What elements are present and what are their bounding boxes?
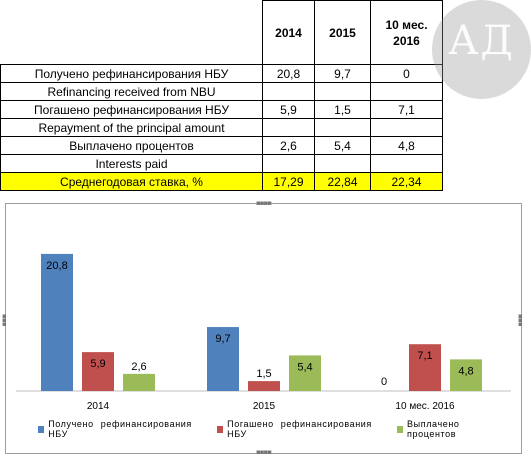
table-row: Получено рефинансирования НБУ 20,8 9,7 0 [0, 64, 443, 83]
table-cell[interactable]: 22,84 [314, 172, 371, 191]
table-cell[interactable]: 2,6 [262, 136, 315, 155]
header-cell-2015[interactable]: 2015 [314, 0, 371, 65]
table-cell[interactable] [370, 154, 443, 173]
header-line-2: 2016 [393, 33, 420, 48]
table-row: Выплачено процентов 2,6 5,4 4,8 [0, 136, 443, 155]
header-cell-empty[interactable] [0, 0, 263, 65]
chart-bar[interactable] [450, 359, 482, 391]
data-label: 9,7 [215, 333, 230, 345]
row-label[interactable]: Среднегодовая ставка, % [0, 172, 263, 191]
table-row: Repayment of the principal amount [0, 118, 443, 137]
table-row: Interests paid [0, 154, 443, 173]
watermark-logo: АД [432, 0, 531, 99]
table-cell[interactable] [370, 82, 443, 101]
header-cell-2016[interactable]: 10 мес. 2016 [370, 0, 443, 65]
table-header-row: 2014 2015 10 мес. 2016 [0, 0, 443, 65]
chart-bar[interactable] [207, 327, 239, 391]
chart-bar[interactable] [248, 381, 280, 391]
legend-item: Выплачено процентов [396, 419, 503, 439]
header-line-1: 10 мес. [385, 17, 428, 32]
table-cell[interactable]: 20,8 [262, 64, 315, 83]
data-label: 0 [381, 376, 387, 388]
chart-bar[interactable] [82, 352, 114, 391]
table-cell[interactable] [314, 154, 371, 173]
row-label[interactable]: Interests paid [0, 154, 263, 173]
table-cell[interactable]: 5,4 [314, 136, 371, 155]
data-label: 1,5 [256, 368, 271, 380]
legend-item: Погашено рефинансирования НБУ [216, 419, 379, 439]
bar-chart: 20,8 5,9 2,6 2014 9,7 1,5 5,4 2015 0 7,1 4,8 10 мес… [16, 253, 511, 412]
data-label: 7,1 [417, 350, 432, 362]
chart-bar[interactable] [289, 355, 321, 391]
data-label: 2,6 [131, 361, 146, 373]
table-row: Погашено рефинансирования НБУ 5,9 1,5 7,… [0, 100, 443, 119]
table-cell[interactable] [262, 82, 315, 101]
table-cell[interactable] [262, 154, 315, 173]
row-label[interactable]: Выплачено процентов [0, 136, 263, 155]
legend-label: Получено рефинансирования НБУ [48, 419, 192, 439]
resize-handle-top[interactable]: ▪▪▪▪ [256, 199, 272, 207]
table-cell[interactable] [370, 118, 443, 137]
legend-label: Погашено рефинансирования НБУ [227, 419, 372, 439]
data-table: 2014 2015 10 мес. 2016 Получено рефинанси… [0, 0, 443, 191]
chart-bar[interactable] [409, 344, 441, 391]
logo-text: АД [448, 18, 515, 64]
row-label[interactable]: Refinancing received from NBU [0, 82, 263, 101]
table-cell[interactable]: 9,7 [314, 64, 371, 83]
table-cell[interactable] [314, 82, 371, 101]
table-cell[interactable]: 4,8 [370, 136, 443, 155]
resize-handle-bottom[interactable]: ▪▪▪▪ [256, 448, 272, 456]
legend-label: Выплачено процентов [407, 419, 460, 439]
data-label: 5,4 [297, 361, 312, 373]
table-cell[interactable]: 17,29 [262, 172, 315, 191]
category-label: 2014 [87, 401, 110, 412]
resize-handle-right[interactable]: ▪ ▪ ▪ [518, 312, 523, 328]
legend-swatch [396, 425, 404, 433]
table-row-highlighted: Среднегодовая ставка, % 17,29 22,84 22,3… [0, 172, 443, 191]
resize-handle-left[interactable]: ▪ ▪ ▪ [2, 312, 7, 328]
data-label: 4,8 [458, 365, 473, 377]
table-cell[interactable]: 7,1 [370, 100, 443, 119]
chart-bar[interactable] [123, 373, 155, 391]
table-cell[interactable]: 0 [370, 64, 443, 83]
embedded-chart[interactable]: ▪▪▪▪ ▪▪▪▪ ▪ ▪ ▪ ▪ ▪ ▪ 20,8 5,9 2,6 2014 9,7 1,5 5,… [2, 199, 523, 456]
row-label[interactable]: Погашено рефинансирования НБУ [0, 100, 263, 119]
chart-bar[interactable] [41, 253, 73, 391]
row-label[interactable]: Repayment of the principal amount [0, 118, 263, 137]
legend-swatch [216, 425, 224, 433]
chart-legend: Получено рефинансирования НБУ Погашено р… [38, 419, 521, 439]
table-cell[interactable]: 22,34 [370, 172, 443, 191]
data-label: 20,8 [46, 260, 67, 272]
data-label: 5,9 [90, 358, 105, 370]
table-cell[interactable] [314, 118, 371, 137]
row-label[interactable]: Получено рефинансирования НБУ [0, 64, 263, 83]
table-row: Refinancing received from NBU [0, 82, 443, 101]
legend-item: Получено рефинансирования НБУ [38, 419, 199, 439]
category-label: 10 мес. 2016 [395, 401, 455, 412]
table-cell[interactable]: 1,5 [314, 100, 371, 119]
category-label: 2015 [253, 401, 276, 412]
header-cell-2014[interactable]: 2014 [262, 0, 315, 65]
legend-swatch [38, 425, 45, 433]
table-cell[interactable] [262, 118, 315, 137]
table-cell[interactable]: 5,9 [262, 100, 315, 119]
